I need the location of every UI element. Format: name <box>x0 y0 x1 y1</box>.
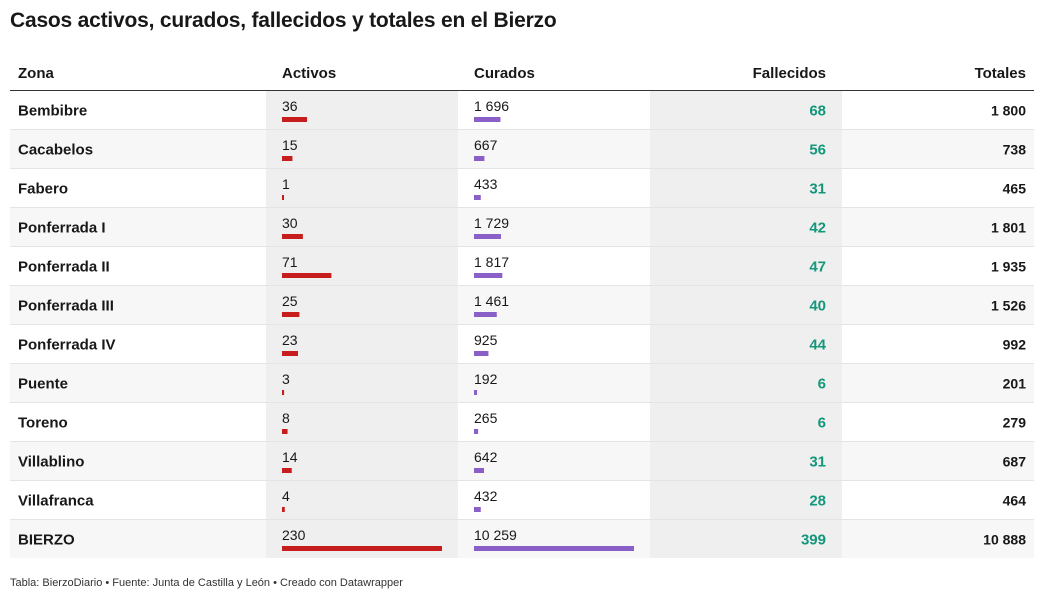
data-table: Zona Activos Curados Fallecidos Totales Bembi… <box>10 52 1034 558</box>
fallecidos-value: 40 <box>809 298 826 315</box>
activos-value: 3 <box>282 371 290 387</box>
activos-bar <box>282 234 303 239</box>
totales-value: 279 <box>1003 415 1027 431</box>
fallecidos-value: 56 <box>809 142 826 159</box>
activos-bar <box>282 117 308 122</box>
totales-value: 1 800 <box>991 103 1026 119</box>
activos-value: 4 <box>282 488 290 504</box>
fallecidos-value: 31 <box>809 454 826 471</box>
totales-value: 1 526 <box>991 298 1026 314</box>
zona-label: Villafranca <box>18 493 94 510</box>
curados-value: 925 <box>474 332 498 348</box>
curados-value: 432 <box>474 488 498 504</box>
fallecidos-value: 42 <box>809 220 826 237</box>
curados-bar <box>474 312 497 317</box>
row-stripe <box>10 442 1034 481</box>
curados-bar <box>474 390 477 395</box>
activos-bar <box>282 195 284 200</box>
fallecidos-value: 31 <box>809 181 826 198</box>
row-stripe <box>10 286 1034 325</box>
totales-value: 201 <box>1003 376 1027 392</box>
totales-value: 738 <box>1003 142 1027 158</box>
zona-label: Fabero <box>18 181 68 198</box>
activos-value: 23 <box>282 332 298 348</box>
header-curados: Curados <box>474 65 535 82</box>
curados-bar <box>474 546 634 551</box>
curados-bar <box>474 273 503 278</box>
fallecidos-value: 28 <box>809 493 826 510</box>
totales-value: 10 888 <box>983 532 1026 548</box>
totales-value: 464 <box>1003 493 1027 509</box>
curados-value: 433 <box>474 176 498 192</box>
zona-label: Bembibre <box>18 103 87 120</box>
header-activos: Activos <box>282 65 336 82</box>
zona-label: Cacabelos <box>18 142 93 159</box>
fallecidos-value: 399 <box>801 532 826 549</box>
activos-value: 8 <box>282 410 290 426</box>
activos-bar <box>282 273 332 278</box>
curados-bar <box>474 156 485 161</box>
zona-label: Ponferrada IV <box>18 337 116 354</box>
curados-value: 10 259 <box>474 527 517 543</box>
table-svg: Zona Activos Curados Fallecidos Totales Bembi… <box>10 65 1034 558</box>
row-stripe <box>10 130 1034 169</box>
activos-value: 15 <box>282 137 298 153</box>
row-stripe <box>10 364 1034 403</box>
curados-value: 192 <box>474 371 498 387</box>
activos-bar <box>282 507 285 512</box>
row-stripe <box>10 520 1034 558</box>
fallecidos-value: 6 <box>818 415 826 432</box>
footer-credits: Tabla: BierzoDiario • Fuente: Junta de C… <box>10 577 403 589</box>
zona-label: Puente <box>18 376 68 393</box>
curados-value: 1 696 <box>474 98 509 114</box>
curados-bar <box>474 468 485 473</box>
totales-value: 465 <box>1003 181 1027 197</box>
zona-label: Villablino <box>18 454 84 471</box>
curados-bar <box>474 234 501 239</box>
curados-value: 1 461 <box>474 293 509 309</box>
zona-label: Ponferrada II <box>18 259 110 276</box>
zona-label: Ponferrada I <box>18 220 106 237</box>
zona-label: BIERZO <box>18 532 75 549</box>
header-zona: Zona <box>18 65 54 82</box>
curados-value: 1 817 <box>474 254 509 270</box>
activos-bar <box>282 429 288 434</box>
activos-bar <box>282 546 442 551</box>
fallecidos-value: 68 <box>809 103 826 120</box>
curados-value: 642 <box>474 449 498 465</box>
activos-value: 36 <box>282 98 298 114</box>
curados-value: 1 729 <box>474 215 509 231</box>
table-title: Casos activos, curados, fallecidos y tot… <box>10 9 557 32</box>
header-totales: Totales <box>975 65 1026 82</box>
fallecidos-value: 47 <box>809 259 826 276</box>
activos-bar <box>282 468 292 473</box>
activos-bar <box>282 312 300 317</box>
totales-value: 1 935 <box>991 259 1026 275</box>
activos-value: 14 <box>282 449 298 465</box>
totales-value: 1 801 <box>991 220 1026 236</box>
curados-bar <box>474 195 481 200</box>
activos-bar <box>282 390 285 395</box>
fallecidos-value: 6 <box>818 376 826 393</box>
zona-label: Toreno <box>18 415 68 432</box>
curados-bar <box>474 351 489 356</box>
header-fallecidos: Fallecidos <box>753 65 826 82</box>
fallecidos-value: 44 <box>809 337 826 354</box>
activos-value: 230 <box>282 527 306 543</box>
curados-bar <box>474 507 481 512</box>
activos-value: 30 <box>282 215 298 231</box>
activos-bar <box>282 351 298 356</box>
curados-bar <box>474 429 479 434</box>
activos-bar <box>282 156 293 161</box>
totales-value: 992 <box>1003 337 1027 353</box>
totales-value: 687 <box>1003 454 1027 470</box>
zona-label: Ponferrada III <box>18 298 114 315</box>
activos-value: 71 <box>282 254 298 270</box>
activos-value: 1 <box>282 176 290 192</box>
curados-bar <box>474 117 501 122</box>
curados-value: 667 <box>474 137 498 153</box>
curados-value: 265 <box>474 410 498 426</box>
row-stripe <box>10 208 1034 247</box>
activos-value: 25 <box>282 293 298 309</box>
